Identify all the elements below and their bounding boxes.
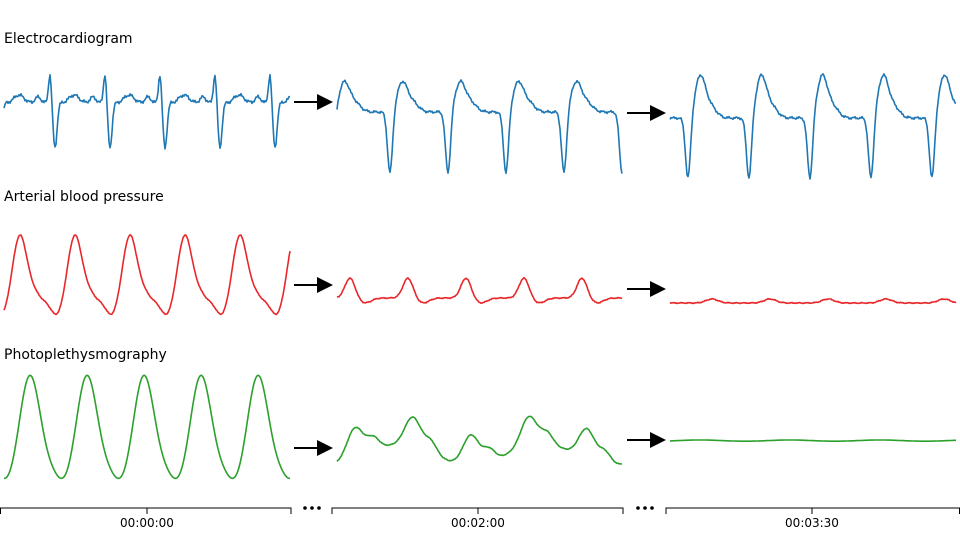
time-axis — [0, 507, 292, 514]
waveform — [3, 73, 290, 150]
waveform — [336, 79, 623, 175]
waveform — [4, 374, 290, 480]
waveform — [336, 415, 623, 465]
waveform — [669, 73, 957, 180]
time-label: 00:02:00 — [451, 516, 505, 530]
time-axis — [665, 507, 960, 514]
time-label: 00:00:00 — [120, 516, 174, 530]
signal-label: Electrocardiogram — [4, 31, 133, 47]
time-label: 00:03:30 — [785, 516, 839, 530]
arrows — [294, 94, 666, 456]
signal-label: Arterial blood pressure — [4, 189, 164, 205]
ellipsis — [303, 506, 654, 510]
timeline — [0, 507, 960, 514]
signal-label: Photoplethysmography — [4, 347, 167, 363]
waveform — [3, 233, 291, 316]
waveform — [336, 276, 623, 304]
time-axis — [331, 507, 624, 514]
waveform — [669, 297, 957, 305]
waveform — [670, 439, 956, 442]
